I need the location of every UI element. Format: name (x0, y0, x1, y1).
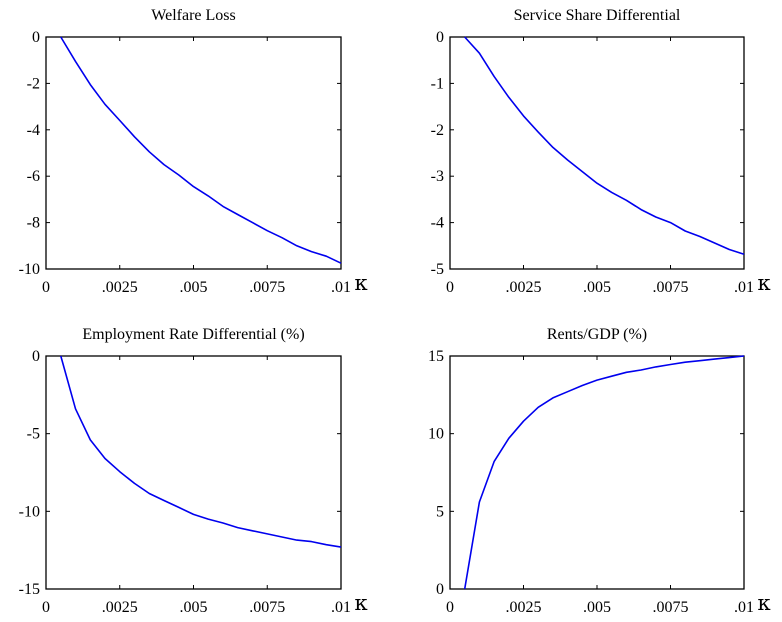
y-tick-label: 10 (428, 426, 444, 443)
x-tick-label: 0 (42, 279, 50, 296)
chart-title: Welfare Loss (151, 7, 235, 24)
y-tick-label: 0 (436, 581, 444, 598)
y-tick-label: -8 (27, 215, 40, 232)
x-tick-label: .005 (583, 279, 611, 296)
x-tick-label: 0 (42, 599, 50, 616)
series-line (60, 355, 342, 548)
x-tick-label: 0 (446, 599, 454, 616)
chart-panel-3: Employment Rate Differential (%) 0 .0025 .0… (19, 326, 368, 616)
y-tick-label: -1 (431, 75, 444, 92)
series-line (60, 36, 342, 264)
x-tick-label: .0025 (102, 599, 138, 616)
chart-title: Rents/GDP (%) (547, 326, 647, 343)
y-tick-label: -10 (19, 261, 40, 278)
x-tick-label: .005 (180, 599, 208, 616)
x-tick-label: .01 (734, 279, 754, 296)
y-tick-label: 0 (32, 29, 40, 46)
chart-title: Employment Rate Differential (%) (82, 326, 304, 343)
y-tick-label: -3 (431, 168, 444, 185)
x-axis-label: κ (354, 591, 367, 615)
x-tick-label: .005 (583, 599, 611, 616)
x-tick-label: .0075 (249, 599, 285, 616)
x-tick-label: .0025 (506, 599, 542, 616)
x-tick-label: 0 (446, 279, 454, 296)
x-axis-label: κ (354, 271, 367, 295)
x-tick-label: .01 (331, 599, 351, 616)
y-tick-label: 5 (436, 503, 444, 520)
y-tick-label: 0 (436, 29, 444, 46)
y-tick-label: 15 (428, 348, 444, 365)
series-line (463, 355, 745, 590)
y-tick-label: -10 (19, 503, 40, 520)
x-tick-label: .0075 (653, 279, 689, 296)
y-tick-label: -4 (27, 122, 40, 139)
y-tick-label: -4 (431, 215, 444, 232)
y-tick-label: -6 (27, 168, 40, 185)
x-tick-label: .01 (734, 599, 754, 616)
x-tick-label: .005 (180, 279, 208, 296)
x-tick-label: .0025 (102, 279, 138, 296)
plot-frame (45, 36, 342, 270)
chart-panel-4: Rents/GDP (%) 0 .0025 .005 .0075 .01 0 5 10 15 κ (428, 326, 771, 616)
y-tick-label: -5 (431, 261, 444, 278)
x-tick-label: .0025 (506, 279, 542, 296)
x-axis-label: κ (757, 271, 770, 295)
x-tick-label: .0075 (653, 599, 689, 616)
chart-panel-2: Service Share Differential 0 .0025 .005 .007… (431, 7, 771, 296)
x-tick-label: .01 (331, 279, 351, 296)
x-axis-label: κ (757, 591, 770, 615)
plot-frame (449, 36, 745, 270)
x-tick-label: .0075 (249, 279, 285, 296)
chart-panel-1: Welfare Loss 0 .0025 .005 .0075 .01 -10 -8 -6 -4 -… (19, 7, 368, 296)
y-tick-label: -5 (27, 426, 40, 443)
chart-title: Service Share Differential (514, 7, 681, 24)
series-line (464, 36, 745, 255)
y-tick-label: -15 (19, 581, 40, 598)
y-tick-label: -2 (27, 75, 40, 92)
y-tick-label: -2 (431, 122, 444, 139)
plot-frame (45, 355, 342, 590)
y-tick-label: 0 (32, 348, 40, 365)
plot-frame (449, 355, 745, 590)
